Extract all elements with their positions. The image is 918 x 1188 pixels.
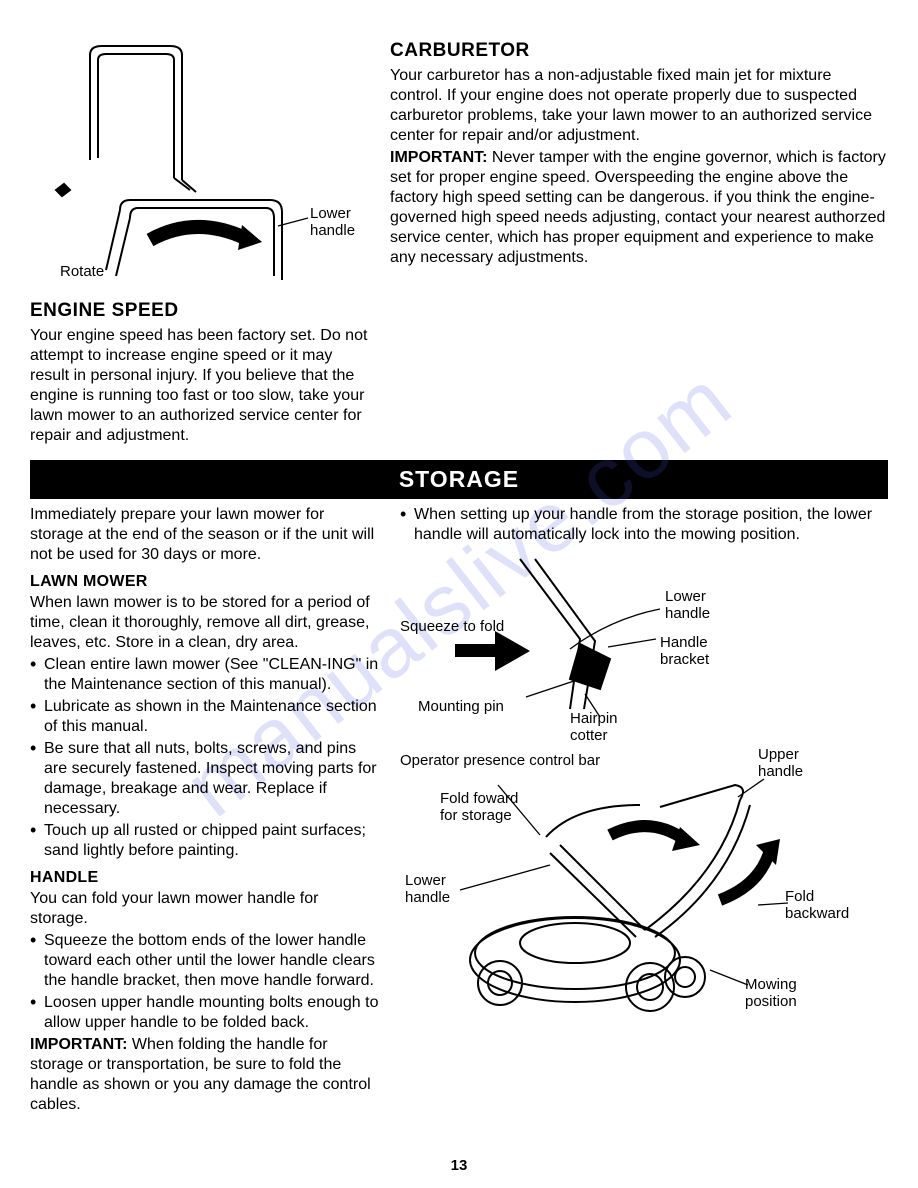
figure-mower-fold: Operator presence control bar Upper hand… bbox=[400, 745, 888, 1025]
carburetor-body2: Never tamper with the engine governor, w… bbox=[390, 149, 886, 266]
label-upper-handle: Upper handle bbox=[758, 747, 803, 780]
list-item: Touch up all rusted or chipped paint sur… bbox=[44, 821, 380, 861]
lawn-mower-intro: When lawn mower is to be stored for a pe… bbox=[30, 593, 380, 653]
list-item: Clean entire lawn mower (See "CLEAN-ING"… bbox=[44, 655, 380, 695]
storage-intro: Immediately prepare your lawn mower for … bbox=[30, 505, 380, 565]
label-lower-handle-3: Lower handle bbox=[405, 873, 450, 906]
handle-important-label: IMPORTANT: bbox=[30, 1036, 127, 1053]
heading-lawn-mower: LAWN MOWER bbox=[30, 573, 380, 591]
storage-right-column: When setting up your handle from the sto… bbox=[400, 505, 888, 1117]
label-hairpin: Hairpin cotter bbox=[570, 711, 618, 744]
page-number: 13 bbox=[451, 1157, 468, 1174]
list-item: When setting up your handle from the sto… bbox=[414, 505, 888, 545]
top-right-column: CARBURETOR Your carburetor has a non-adj… bbox=[390, 40, 888, 448]
list-item: Loosen upper handle mounting bolts enoug… bbox=[44, 993, 380, 1033]
carburetor-body1: Your carburetor has a non-adjustable fix… bbox=[390, 66, 888, 146]
storage-left-column: Immediately prepare your lawn mower for … bbox=[30, 505, 380, 1117]
storage-right-bullet: When setting up your handle from the sto… bbox=[400, 505, 888, 545]
heading-carburetor: CARBURETOR bbox=[390, 40, 888, 62]
storage-section: Immediately prepare your lawn mower for … bbox=[30, 505, 888, 1117]
label-lower-handle: Lower handle bbox=[310, 206, 355, 239]
label-op-bar: Operator presence control bar bbox=[400, 753, 600, 770]
list-item: Lubricate as shown in the Maintenance se… bbox=[44, 697, 380, 737]
top-section: Lower handle Rotate ENGINE SPEED Your en… bbox=[30, 40, 888, 448]
handle-rotate-svg bbox=[30, 40, 360, 300]
figure-squeeze-fold: Squeeze to fold Lower handle Handle brac… bbox=[400, 549, 888, 739]
list-item: Squeeze the bottom ends of the lower han… bbox=[44, 931, 380, 991]
carburetor-important: IMPORTANT: Never tamper with the engine … bbox=[390, 148, 888, 268]
top-left-column: Lower handle Rotate ENGINE SPEED Your en… bbox=[30, 40, 370, 448]
heading-handle: HANDLE bbox=[30, 869, 380, 887]
label-squeeze: Squeeze to fold bbox=[400, 619, 504, 636]
list-item: Be sure that all nuts, bolts, screws, an… bbox=[44, 739, 380, 819]
storage-heading-bar: STORAGE bbox=[30, 460, 888, 499]
label-fold-backward: Fold backward bbox=[785, 889, 849, 922]
heading-engine-speed: ENGINE SPEED bbox=[30, 300, 370, 322]
label-lower-handle-2: Lower handle bbox=[665, 589, 710, 622]
label-fold-forward: Fold foward for storage bbox=[440, 791, 518, 824]
figure-handle-rotate: Lower handle Rotate bbox=[30, 40, 370, 300]
label-mounting-pin: Mounting pin bbox=[418, 699, 504, 716]
lawn-mower-bullets: Clean entire lawn mower (See "CLEAN-ING"… bbox=[30, 655, 380, 861]
label-handle-bracket: Handle bracket bbox=[660, 635, 709, 668]
handle-intro: You can fold your lawn mower handle for … bbox=[30, 889, 380, 929]
engine-speed-body: Your engine speed has been factory set. … bbox=[30, 326, 370, 446]
label-mowing: Mowing position bbox=[745, 977, 797, 1010]
carburetor-important-label: IMPORTANT: bbox=[390, 149, 487, 166]
label-rotate: Rotate bbox=[60, 264, 104, 281]
handle-important: IMPORTANT: When folding the handle for s… bbox=[30, 1035, 380, 1115]
handle-bullets: Squeeze the bottom ends of the lower han… bbox=[30, 931, 380, 1033]
